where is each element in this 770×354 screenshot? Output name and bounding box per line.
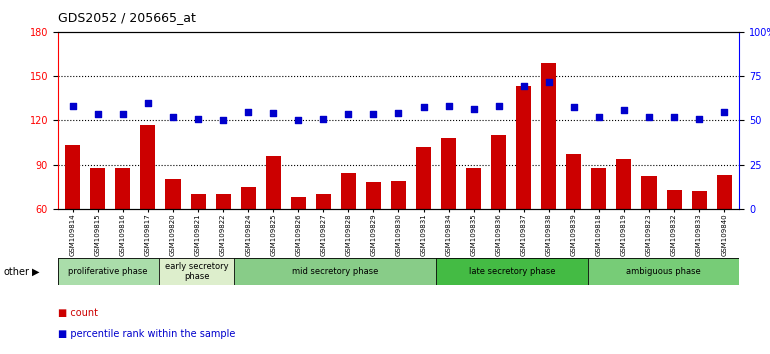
Bar xyxy=(291,197,306,209)
Bar xyxy=(437,258,588,285)
Bar xyxy=(566,154,581,209)
Bar xyxy=(516,86,531,209)
Bar xyxy=(234,258,437,285)
Point xyxy=(643,115,655,120)
Point xyxy=(317,116,330,122)
Point xyxy=(392,110,404,116)
Point xyxy=(443,103,455,108)
Point xyxy=(718,109,730,114)
Point xyxy=(567,104,580,110)
Bar xyxy=(316,194,331,209)
Text: late secretory phase: late secretory phase xyxy=(469,267,555,276)
Point xyxy=(192,116,204,122)
Bar xyxy=(166,179,180,209)
Bar xyxy=(216,194,231,209)
Bar xyxy=(491,135,506,209)
Bar xyxy=(241,187,256,209)
Bar xyxy=(691,191,707,209)
Text: GDS2052 / 205665_at: GDS2052 / 205665_at xyxy=(58,11,196,24)
Bar xyxy=(366,182,381,209)
Point xyxy=(342,112,354,117)
Bar xyxy=(441,138,456,209)
Bar xyxy=(466,167,481,209)
Bar xyxy=(617,159,631,209)
Bar xyxy=(588,258,739,285)
Bar xyxy=(190,194,206,209)
Point xyxy=(117,112,129,117)
Bar xyxy=(341,173,356,209)
Bar xyxy=(140,125,156,209)
Text: ▶: ▶ xyxy=(32,267,40,277)
Text: ■ count: ■ count xyxy=(58,308,98,318)
Point xyxy=(67,103,79,108)
Text: ambiguous phase: ambiguous phase xyxy=(626,267,701,276)
Point xyxy=(167,115,179,120)
Bar xyxy=(541,63,556,209)
Text: mid secretory phase: mid secretory phase xyxy=(292,267,379,276)
Point xyxy=(267,110,280,116)
Bar xyxy=(159,258,234,285)
Text: proliferative phase: proliferative phase xyxy=(69,267,148,276)
Point xyxy=(693,116,705,122)
Point xyxy=(142,100,154,105)
Point xyxy=(493,103,505,108)
Point xyxy=(217,118,229,123)
Bar xyxy=(416,147,431,209)
Bar xyxy=(591,167,607,209)
Point xyxy=(668,115,680,120)
Bar xyxy=(266,156,281,209)
Point xyxy=(467,106,480,112)
Bar xyxy=(641,176,657,209)
Point xyxy=(242,109,254,114)
Bar xyxy=(667,190,681,209)
Bar xyxy=(391,181,406,209)
Point xyxy=(367,112,380,117)
Point xyxy=(517,84,530,89)
Point xyxy=(543,79,555,85)
Text: ■ percentile rank within the sample: ■ percentile rank within the sample xyxy=(58,329,235,339)
Point xyxy=(618,107,630,113)
Bar xyxy=(717,175,731,209)
Point xyxy=(92,112,104,117)
Bar xyxy=(90,167,105,209)
Bar xyxy=(65,145,80,209)
Bar xyxy=(116,167,130,209)
Point xyxy=(417,104,430,110)
Text: early secretory
phase: early secretory phase xyxy=(165,262,229,281)
Point xyxy=(593,115,605,120)
Point xyxy=(292,118,304,123)
Bar xyxy=(58,258,159,285)
Text: other: other xyxy=(4,267,30,277)
